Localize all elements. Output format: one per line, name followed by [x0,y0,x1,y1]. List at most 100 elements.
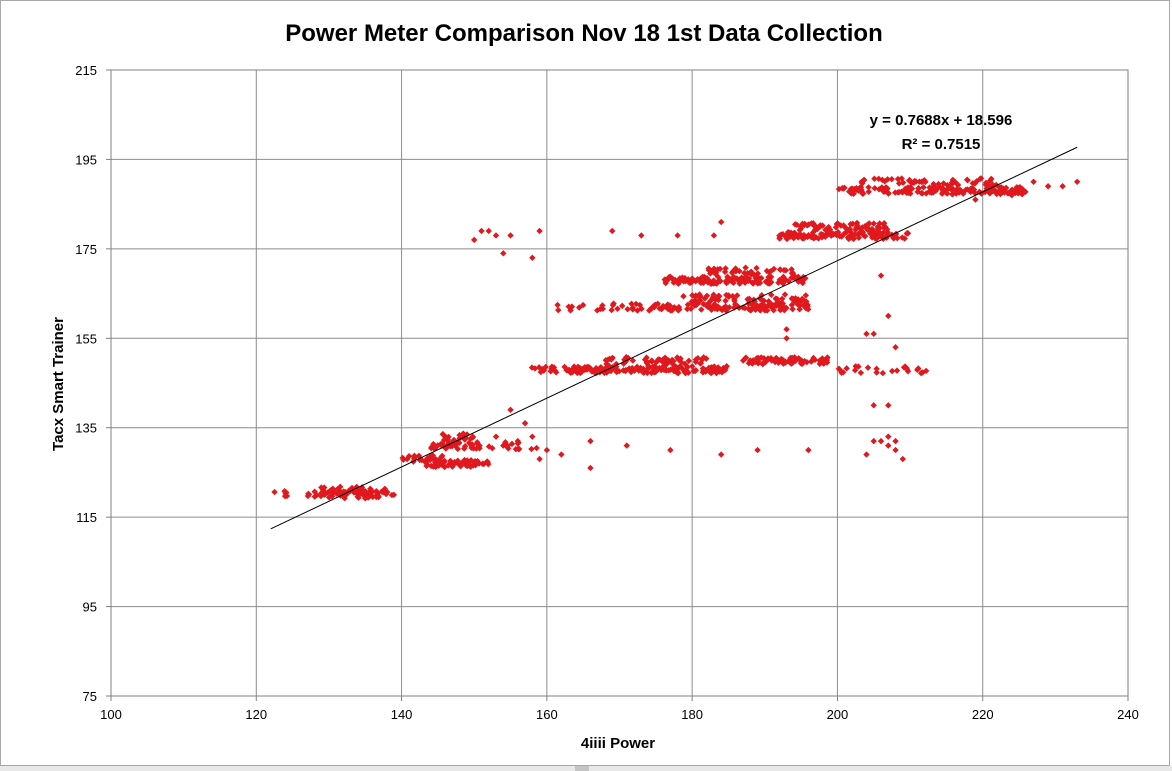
data-point [759,304,766,312]
data-point [731,295,738,303]
data-point [849,220,856,227]
data-point [696,291,703,298]
data-point [776,276,783,284]
data-point [740,357,747,364]
x-tick-label: 100 [100,707,122,722]
data-point [871,228,878,236]
data-point [694,354,702,362]
data-point [873,365,880,373]
data-point [996,190,1003,197]
data-point [709,268,716,275]
data-point [795,234,802,241]
data-point [812,226,819,233]
data-point [722,265,729,272]
data-point [697,360,704,367]
data-point [952,178,959,186]
data-point [597,305,604,313]
data-point [846,225,854,233]
data-point [808,220,815,227]
data-point [801,302,808,309]
data-point [696,297,704,304]
data-point [870,437,877,445]
x-tick-label: 120 [245,707,267,722]
y-tick-label: 155 [75,331,97,346]
data-point [633,365,640,372]
data-point [809,229,817,236]
data-point [752,306,759,313]
data-point [655,356,662,363]
data-point [865,188,872,195]
data-point [723,363,730,370]
data-point [823,359,831,366]
data-point [718,218,725,226]
data-point [908,185,916,192]
data-point [535,364,543,371]
data-point [609,301,617,309]
data-point [631,367,638,374]
data-point [892,344,899,351]
data-point [543,446,551,454]
data-point [986,186,994,193]
data-point [864,364,872,371]
data-point [845,235,852,243]
data-point [658,366,665,374]
data-point [949,191,956,198]
data-point [680,293,687,300]
horizontal-scrollbar[interactable] [0,766,1172,771]
data-point [989,181,996,188]
data-point [442,434,449,441]
y-tick-label: 135 [75,421,97,436]
data-point [707,270,714,277]
data-point [964,186,971,193]
data-point [492,433,500,440]
data-point [706,298,714,305]
data-point [781,277,788,284]
data-point [629,357,637,364]
data-point [593,368,601,376]
data-point [613,360,620,368]
data-point [840,369,847,376]
data-point [730,274,738,281]
data-point [646,363,654,371]
data-point [641,356,649,363]
data-point [843,365,850,372]
data-point [656,305,663,312]
data-point [648,357,655,364]
data-point [382,490,390,498]
data-point [691,302,698,309]
data-point [765,355,772,363]
data-point [405,452,413,460]
data-point [608,306,615,314]
data-point [710,294,718,301]
data-point [390,491,398,499]
data-point [870,330,877,338]
data-point [818,234,826,241]
scrollbar-thumb[interactable] [575,766,589,771]
data-point [661,354,669,361]
data-point [680,278,688,285]
data-point [888,367,896,375]
data-point [899,179,907,186]
data-point [643,354,650,361]
data-point [573,367,580,374]
data-point [911,177,918,185]
data-point [693,277,700,284]
data-point [748,301,756,308]
data-point [703,292,711,299]
data-point [799,220,806,228]
data-point [688,363,696,370]
data-point [804,233,811,241]
data-point [445,462,452,469]
data-point [894,234,901,242]
data-point [728,269,736,277]
data-point [939,185,946,192]
x-tick-label: 140 [391,707,413,722]
data-point [796,226,804,234]
data-point [729,292,736,300]
data-point [576,304,583,311]
data-point [856,229,863,236]
data-point [745,360,753,367]
data-point [879,369,887,377]
data-point [602,357,610,364]
data-point [692,367,700,374]
